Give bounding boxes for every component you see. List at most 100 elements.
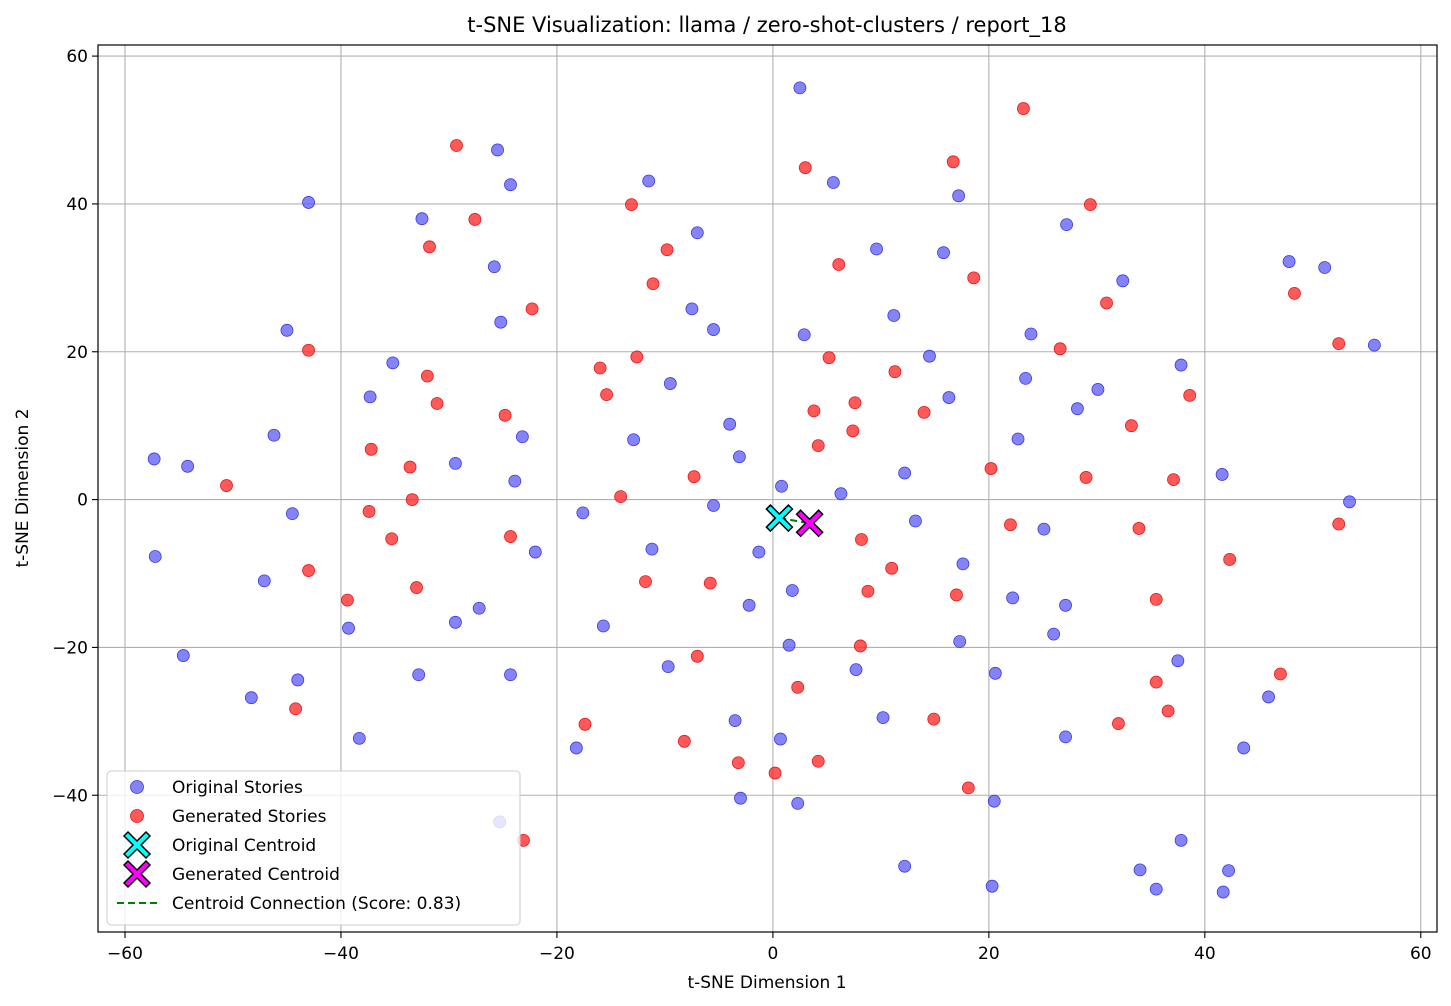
- original-story-point-28: [1174, 358, 1188, 372]
- original-story-point-95: [1174, 833, 1188, 847]
- original-story-point-36: [449, 456, 462, 470]
- legend-marker-generated-centroid: [122, 859, 152, 889]
- generated-story-point-69: [1161, 704, 1175, 718]
- original-story-point-50: [1343, 495, 1356, 509]
- generated-story-point-23: [600, 388, 614, 402]
- legend-marker-original-stories: [130, 780, 144, 794]
- original-story-point-97: [1222, 864, 1235, 878]
- original-story-point-56: [909, 514, 922, 528]
- generated-story-point-50: [410, 581, 423, 594]
- original-story-point-49: [1215, 468, 1229, 481]
- original-story-point-65: [1006, 591, 1020, 605]
- generated-story-point-59: [853, 639, 867, 653]
- original-story-point-18: [685, 302, 699, 316]
- centroid-markers: [765, 504, 824, 538]
- generated-story-point-34: [403, 460, 417, 474]
- original-story-point-11: [1060, 218, 1074, 232]
- generated-story-point-42: [362, 505, 376, 518]
- original-story-point-24: [386, 356, 400, 370]
- original-story-point-79: [352, 731, 366, 745]
- original-story-point-94: [1149, 882, 1163, 896]
- original-story-point-44: [576, 506, 590, 520]
- x-tick-label-6: 60: [1410, 944, 1432, 964]
- original-story-point-5: [415, 212, 429, 226]
- original-story-point-59: [472, 601, 486, 615]
- original-story-point-16: [280, 323, 294, 337]
- generated-story-point-52: [703, 576, 717, 590]
- generated-story-point-71: [768, 766, 782, 780]
- legend-box: [106, 770, 521, 926]
- original-story-point-32: [942, 391, 956, 404]
- original-story-point-6: [690, 226, 704, 240]
- y-tick-label-5: 60: [66, 47, 88, 67]
- generated-story-point-67: [1112, 717, 1125, 730]
- original-centroid-marker: [765, 504, 794, 533]
- original-story-point-78: [244, 691, 258, 705]
- generated-story-point-64: [578, 717, 592, 731]
- original-story-point-1: [491, 143, 504, 157]
- original-story-point-25: [363, 390, 377, 404]
- original-story-point-81: [728, 714, 742, 727]
- generated-centroid-marker: [795, 509, 824, 538]
- generated-story-point-21: [888, 365, 902, 379]
- generated-story-point-1: [1017, 102, 1030, 115]
- generated-story-point-38: [687, 470, 701, 484]
- original-story-point-31: [663, 377, 677, 390]
- original-story-point-38: [723, 417, 737, 431]
- legend-label-original-centroid: Original Centroid: [172, 836, 316, 856]
- original-story-point-88: [734, 791, 747, 805]
- original-story-point-96: [1216, 885, 1230, 899]
- original-story-point-4: [642, 174, 656, 188]
- original-story-point-30: [1071, 402, 1084, 416]
- generated-story-point-57: [341, 593, 354, 607]
- legend-item-generated-stories: Generated Stories: [130, 807, 327, 827]
- original-story-point-15: [487, 260, 501, 274]
- original-story-point-77: [1171, 654, 1185, 668]
- original-story-point-93: [1133, 863, 1147, 877]
- generated-story-point-49: [302, 564, 315, 577]
- original-story-point-71: [504, 668, 517, 682]
- generated-story-point-15: [1332, 337, 1346, 351]
- generated-story-point-30: [1125, 419, 1138, 433]
- original-story-point-40: [627, 433, 640, 447]
- generated-story-point-4: [625, 198, 638, 212]
- generated-story-point-9: [832, 258, 846, 271]
- generated-story-point-11: [646, 277, 660, 291]
- chart-title: t-SNE Visualization: llama / zero-shot-c…: [467, 13, 1066, 38]
- generated-story-point-40: [1079, 471, 1093, 484]
- y-tick-label-4: 40: [66, 195, 88, 215]
- generated-story-point-68: [1149, 675, 1163, 689]
- generated-story-point-32: [846, 424, 860, 438]
- legend: Original Stories Generated Stories Origi…: [106, 770, 521, 926]
- generated-story-point-70: [731, 756, 745, 770]
- x-axis-ticks: −60 −40 −20 0 20 40 60: [107, 932, 1432, 964]
- generated-story-point-61: [791, 680, 805, 694]
- original-story-point-34: [147, 452, 161, 466]
- y-tick-label-0: −40: [52, 786, 88, 806]
- legend-marker-original-centroid: [122, 830, 152, 860]
- generated-story-point-12: [525, 302, 539, 316]
- x-tick-label-3: 0: [767, 944, 778, 964]
- x-tick-label-2: −20: [539, 944, 575, 964]
- generated-story-point-0: [450, 139, 463, 152]
- original-story-point-2: [504, 178, 517, 192]
- original-story-point-22: [1024, 327, 1038, 341]
- original-story-point-86: [1262, 690, 1275, 704]
- generated-story-point-28: [848, 396, 862, 410]
- generated-story-point-46: [1132, 522, 1146, 535]
- generated-story-point-72: [811, 754, 825, 768]
- original-story-point-62: [596, 619, 610, 633]
- generated-story-point-65: [677, 734, 691, 748]
- y-axis-ticks: −40 −20 0 20 40 60: [52, 47, 98, 806]
- original-story-point-7: [826, 176, 840, 189]
- generated-story-point-54: [861, 584, 875, 598]
- original-story-point-43: [285, 507, 299, 521]
- original-story-point-91: [898, 859, 912, 873]
- original-story-point-35: [181, 459, 195, 473]
- original-story-point-12: [1116, 274, 1130, 288]
- original-story-point-3: [302, 196, 315, 209]
- generated-story-point-5: [468, 213, 482, 226]
- generated-story-point-51: [639, 575, 652, 589]
- y-tick-label-3: 20: [66, 343, 88, 363]
- generated-story-point-31: [811, 439, 825, 453]
